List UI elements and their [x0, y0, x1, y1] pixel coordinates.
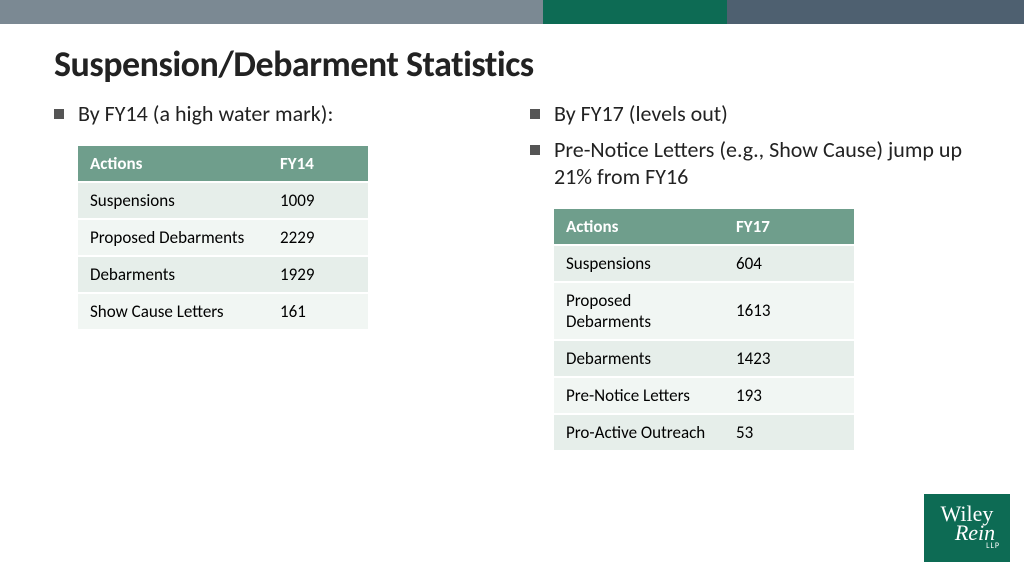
topbar-segment [543, 0, 727, 24]
table-row: Debarments1423 [554, 340, 854, 377]
left-column: By FY14 (a high water mark): ActionsFY14… [54, 100, 494, 450]
table-cell: Pre-Notice Letters [554, 377, 724, 414]
table-row: Show Cause Letters161 [78, 293, 368, 329]
table-row: Debarments1929 [78, 256, 368, 293]
table-header-cell: FY17 [724, 209, 854, 245]
bullet-marker-icon [530, 145, 540, 155]
wiley-rein-logo: Wiley Rein LLP [924, 494, 1010, 562]
fy14-table: ActionsFY14Suspensions1009Proposed Debar… [78, 146, 368, 329]
table-cell: Debarments [78, 256, 268, 293]
logo-sub: LLP [986, 541, 1000, 551]
table-cell: 2229 [268, 219, 368, 256]
fy17-table: ActionsFY17Suspensions604Proposed Debarm… [554, 209, 854, 450]
left-bullets: By FY14 (a high water mark): [54, 100, 494, 128]
table-cell: 53 [724, 414, 854, 450]
right-bullets: By FY17 (levels out) Pre-Notice Letters (… [530, 100, 970, 191]
bullet-item: By FY14 (a high water mark): [54, 100, 494, 128]
table-cell: Suspensions [78, 182, 268, 219]
table-row: Suspensions604 [554, 245, 854, 282]
table-row: Proposed Debarments1613 [554, 282, 854, 340]
table-cell: 1613 [724, 282, 854, 340]
table-cell: Proposed Debarments [554, 282, 724, 340]
content-columns: By FY14 (a high water mark): ActionsFY14… [0, 100, 1024, 450]
table-cell: Proposed Debarments [78, 219, 268, 256]
table-row: Pre-Notice Letters193 [554, 377, 854, 414]
table-cell: 1929 [268, 256, 368, 293]
table-cell: 1423 [724, 340, 854, 377]
bullet-text: Pre-Notice Letters (e.g., Show Cause) ju… [554, 136, 970, 191]
table-row: Pro-Active Outreach53 [554, 414, 854, 450]
bullet-text: By FY14 (a high water mark): [78, 100, 333, 128]
topbar-segment [0, 0, 543, 24]
bullet-text: By FY17 (levels out) [554, 100, 728, 128]
table-cell: Pro-Active Outreach [554, 414, 724, 450]
table-row: Suspensions1009 [78, 182, 368, 219]
table-cell: 193 [724, 377, 854, 414]
topbar-segment [727, 0, 1024, 24]
table-header-cell: FY14 [268, 146, 368, 182]
bullet-marker-icon [530, 109, 540, 119]
table-cell: 604 [724, 245, 854, 282]
bullet-item: Pre-Notice Letters (e.g., Show Cause) ju… [530, 136, 970, 191]
table-cell: Suspensions [554, 245, 724, 282]
table-cell: 1009 [268, 182, 368, 219]
slide-title: Suspension/Debarment Statistics [54, 42, 1024, 86]
top-accent-bar [0, 0, 1024, 24]
table-cell: Debarments [554, 340, 724, 377]
table-row: Proposed Debarments2229 [78, 219, 368, 256]
table-header-cell: Actions [554, 209, 724, 245]
table-header-cell: Actions [78, 146, 268, 182]
table-cell: Show Cause Letters [78, 293, 268, 329]
right-column: By FY17 (levels out) Pre-Notice Letters (… [530, 100, 970, 450]
table-cell: 161 [268, 293, 368, 329]
bullet-item: By FY17 (levels out) [530, 100, 970, 128]
bullet-marker-icon [54, 109, 64, 119]
